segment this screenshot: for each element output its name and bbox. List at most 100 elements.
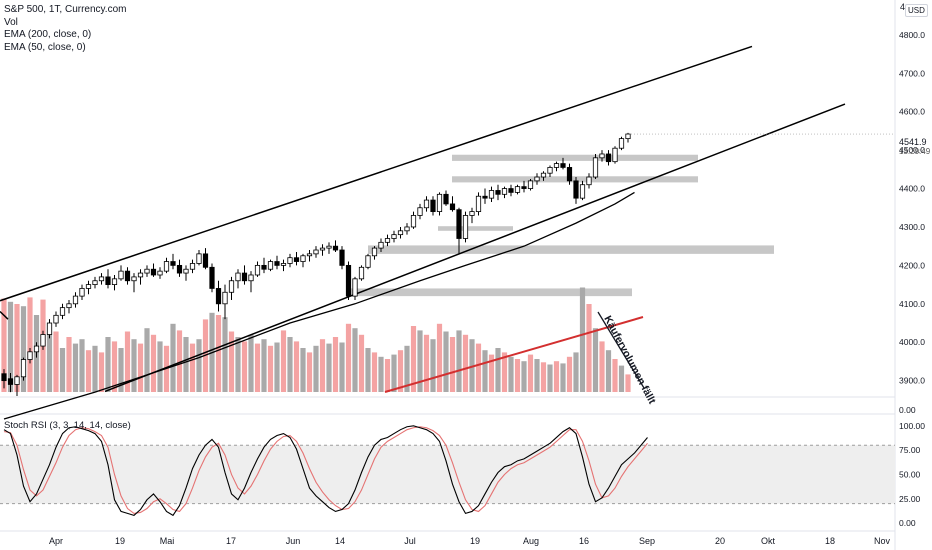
volume-bar	[417, 330, 423, 392]
stoch-k-line	[3, 425, 648, 517]
volume-bar	[170, 323, 176, 392]
candle-up	[27, 351, 33, 360]
candle-down	[508, 188, 514, 193]
volume-bar	[267, 345, 274, 392]
ema-line	[3, 191, 635, 420]
candle-down	[176, 264, 183, 274]
time-tick-label: Aug	[523, 536, 539, 546]
candle-down	[521, 186, 527, 189]
volume-bar	[66, 337, 72, 392]
candle-up	[40, 334, 46, 347]
stoch-rsi-legend[interactable]: Stoch RSI (3, 3, 14, 14, close)	[4, 420, 131, 431]
volume-bar	[85, 350, 92, 392]
volume-bar	[7, 301, 14, 392]
candle-up	[33, 345, 40, 353]
candle-up	[79, 288, 85, 297]
candle-up	[501, 188, 508, 195]
volume-bar	[306, 352, 313, 392]
legend-ema200[interactable]: EMA (200, close, 0)	[4, 29, 92, 40]
rsi-tick-label: 50.00	[899, 469, 921, 479]
volume-bar	[553, 361, 560, 392]
legend-vol[interactable]: Vol	[4, 16, 18, 28]
candle-down	[430, 199, 436, 213]
candle-up	[92, 280, 98, 285]
candle-up	[98, 276, 105, 282]
rsi-tick-label: 25.00	[899, 494, 921, 504]
candle-up	[586, 176, 592, 186]
volume-bar	[157, 341, 163, 392]
candle-up	[475, 195, 482, 213]
volume-bar	[196, 339, 202, 392]
price-tick-label: 4000.0	[899, 337, 925, 347]
candle-up	[625, 133, 631, 140]
volume-bar	[352, 328, 358, 392]
rsi-band	[0, 445, 895, 504]
ema50-line	[3, 191, 635, 420]
candle-up	[358, 266, 365, 280]
support-resistance-zones	[350, 154, 774, 297]
volume-bar	[131, 339, 137, 392]
volume-bar	[560, 363, 566, 392]
volume-bar	[436, 323, 443, 392]
volume-bar	[189, 343, 196, 392]
candle-down	[1, 373, 7, 382]
candle-down	[241, 272, 248, 282]
volume-bar	[475, 343, 482, 392]
candle-up	[131, 276, 137, 282]
zone	[368, 245, 774, 254]
stoch-rsi-pane	[0, 425, 895, 517]
candle-up	[287, 257, 293, 264]
candle-down	[261, 264, 267, 270]
trend-channel	[0, 45, 846, 393]
last-price-box: 4541.9 13:29:49	[899, 137, 930, 157]
zone	[438, 226, 513, 231]
currency-badge[interactable]: USD	[905, 4, 928, 17]
volume-bar	[144, 328, 150, 392]
volume-bar	[59, 348, 66, 392]
axes: 3900.0 4000.0 4100.0 4200.0 4300.0 4400.0 4500…	[49, 30, 925, 546]
volume-bar	[339, 342, 345, 392]
candle-up	[612, 147, 618, 163]
candle-up	[397, 230, 404, 236]
time-tick-label: Sep	[639, 536, 655, 546]
volume-bars	[1, 287, 645, 393]
volume-bar	[1, 298, 7, 392]
volume-bar	[14, 304, 20, 392]
legend-ema50[interactable]: EMA (50, close, 0)	[4, 41, 86, 53]
volume-bar	[300, 348, 306, 392]
rsi-tick-label: 75.00	[899, 445, 921, 455]
candle-up	[378, 241, 384, 249]
volume-bar	[547, 364, 553, 392]
candle-up	[391, 234, 397, 239]
volume-bar	[92, 345, 98, 392]
volume-bar	[534, 359, 540, 392]
volume-bar	[248, 334, 254, 392]
candle-down	[449, 203, 456, 211]
volume-bar	[98, 352, 105, 392]
volume-bar	[540, 362, 547, 392]
candle-up	[222, 291, 228, 305]
candle-up	[404, 226, 410, 232]
volume-bar	[137, 343, 144, 392]
candle-up	[592, 157, 599, 178]
candle-up	[534, 176, 540, 182]
candle-up	[371, 247, 378, 257]
candle-up	[196, 253, 202, 264]
volume-bar	[287, 337, 293, 392]
candle-up	[579, 184, 586, 199]
volume-bar	[527, 354, 534, 392]
candle-up	[144, 268, 150, 274]
volume-bar	[319, 339, 326, 392]
candle-down	[560, 163, 566, 168]
time-tick-label: Mai	[160, 536, 175, 546]
time-tick-label: 19	[470, 536, 480, 546]
volume-bar	[423, 334, 430, 392]
candle-down	[443, 193, 449, 205]
volume-bar	[280, 330, 287, 392]
candle-down	[566, 167, 573, 182]
symbol-title[interactable]: S&P 500, 1T, Currency.com	[4, 4, 127, 15]
time-tick-label: Nov	[874, 536, 891, 546]
candle-up	[14, 376, 20, 385]
volume-bar	[430, 339, 436, 392]
volume-bar	[410, 326, 417, 392]
